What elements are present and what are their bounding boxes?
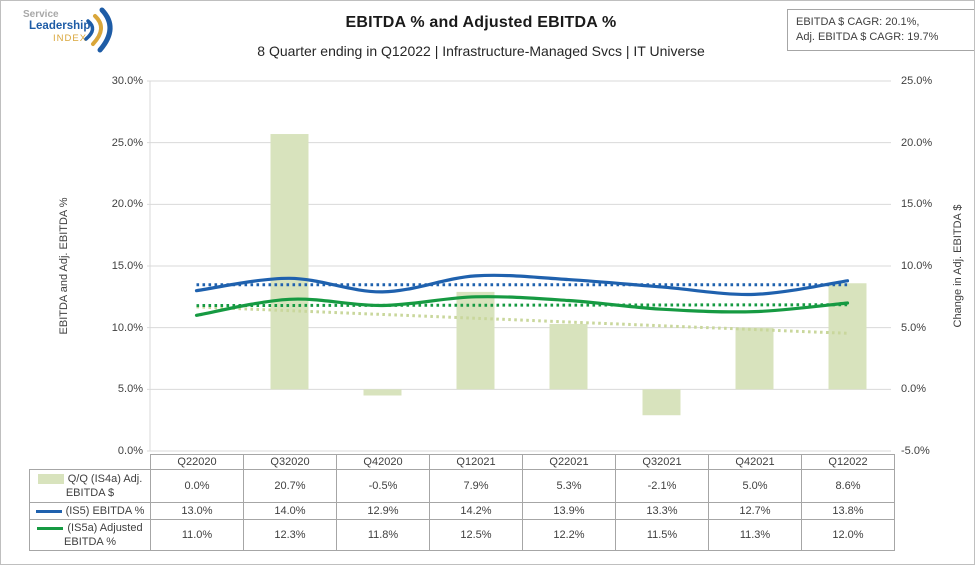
column-header-Q12021: Q12021 bbox=[429, 454, 523, 470]
bar-Q12021 bbox=[456, 291, 495, 390]
left-axis-tick: 25.0% bbox=[111, 136, 143, 149]
quarterly-data-table: Q22020 Q32020 Q42020 Q12021 Q22021 Q32021 Q420… bbox=[29, 454, 895, 551]
series-label: (IS5) EBITDA % bbox=[65, 505, 145, 517]
column-header-Q12022: Q12022 bbox=[801, 454, 895, 470]
column-header-Q42021: Q42021 bbox=[708, 454, 802, 470]
bar-Q42021 bbox=[735, 327, 774, 390]
bar-Q42020 bbox=[363, 389, 402, 396]
trendline-adj-ebitda bbox=[196, 303, 848, 308]
table-row: (IS5a) Adjusted EBITDA % 11.0% 12.3% 11.8% 1… bbox=[29, 519, 895, 551]
table-row: (IS5) EBITDA % 13.0% 14.0% 12.9% 14.2% 13.9% 1… bbox=[29, 502, 895, 520]
column-header-Q32020: Q32020 bbox=[243, 454, 337, 470]
value-cell-Q12022: 13.8% bbox=[801, 502, 895, 520]
line-adj-ebitda-pct bbox=[194, 295, 850, 317]
value-cell-Q22020: 11.0% bbox=[150, 519, 244, 551]
left-axis-tick: 15.0% bbox=[111, 260, 143, 272]
value-cell-Q22020: 0.0% bbox=[150, 469, 244, 503]
table-row: Q/Q (IS4a) Adj. EBITDA $ 0.0% 20.7% -0.5% 7.… bbox=[29, 469, 895, 503]
right-axis-tick: -5.0% bbox=[901, 445, 930, 457]
green-line-legend-swatch-icon bbox=[37, 526, 64, 530]
logo-word-leadership: Leadership bbox=[29, 20, 90, 32]
column-header-Q42020: Q42020 bbox=[336, 454, 430, 470]
value-cell-Q22021: 13.9% bbox=[522, 502, 616, 520]
value-cell-Q22020: 13.0% bbox=[150, 502, 244, 520]
value-cell-Q42021: 12.7% bbox=[708, 502, 802, 520]
page-title: EBITDA % and Adjusted EBITDA % bbox=[345, 14, 617, 31]
right-axis-tick: 15.0% bbox=[901, 198, 933, 211]
cagr-annotation-box: EBITDA $ CAGR: 20.1%, Adj. EBITDA $ CAGR… bbox=[787, 9, 974, 51]
value-cell-Q12021: 12.5% bbox=[429, 519, 523, 551]
right-axis-tick: 20.0% bbox=[901, 136, 933, 149]
legend-cell: Q/Q (IS4a) Adj. EBITDA $ bbox=[29, 469, 151, 503]
column-header-Q22020: Q22020 bbox=[150, 454, 244, 470]
right-axis-tick: 0.0% bbox=[901, 383, 927, 396]
left-axis-tick: 5.0% bbox=[117, 383, 143, 396]
legend-cell: (IS5) EBITDA % bbox=[29, 502, 151, 520]
logo-word-service: Service bbox=[23, 9, 59, 20]
table-corner-cell bbox=[30, 455, 151, 470]
series-label: Q/Q (IS4a) Adj. EBITDA $ bbox=[65, 473, 143, 499]
value-cell-Q32020: 12.3% bbox=[243, 519, 337, 551]
trendline-bar bbox=[196, 305, 848, 335]
right-axis-tick: 25.0% bbox=[901, 75, 933, 87]
column-header-Q22021: Q22021 bbox=[522, 454, 616, 470]
column-header-Q32021: Q32021 bbox=[615, 454, 709, 470]
logo-word-index: INDEX bbox=[53, 33, 87, 44]
line-ebitda-pct bbox=[194, 273, 850, 297]
bar-Q12022 bbox=[828, 283, 867, 390]
value-cell-Q32021: -2.1% bbox=[615, 469, 709, 503]
value-cell-Q32020: 14.0% bbox=[243, 502, 337, 520]
value-cell-Q22021: 5.3% bbox=[522, 469, 616, 503]
value-cell-Q32021: 13.3% bbox=[615, 502, 709, 520]
series-label: (IS5a) Adjusted EBITDA % bbox=[64, 522, 143, 548]
left-axis-tick: 20.0% bbox=[111, 198, 143, 211]
cagr-line-2: Adj. EBITDA $ CAGR: 19.7% bbox=[796, 31, 939, 43]
cagr-line-1: EBITDA $ CAGR: 20.1%, bbox=[796, 16, 920, 28]
left-axis-tick: 30.0% bbox=[111, 75, 143, 87]
value-cell-Q42020: 11.8% bbox=[336, 519, 430, 551]
value-cell-Q42020: -0.5% bbox=[336, 469, 430, 503]
right-axis-tick: 10.0% bbox=[901, 260, 933, 272]
page-subtitle: 8 Quarter ending in Q12022 | Infrastruct… bbox=[257, 43, 705, 59]
value-cell-Q32021: 11.5% bbox=[615, 519, 709, 551]
legend-cell: (IS5a) Adjusted EBITDA % bbox=[29, 519, 151, 551]
right-axis-tick: 5.0% bbox=[901, 321, 927, 334]
value-cell-Q42020: 12.9% bbox=[336, 502, 430, 520]
value-cell-Q12022: 8.6% bbox=[801, 469, 895, 503]
value-cell-Q32020: 20.7% bbox=[243, 469, 337, 503]
logo-swoosh-icon bbox=[84, 7, 113, 53]
value-cell-Q42021: 5.0% bbox=[708, 469, 802, 503]
value-cell-Q22021: 12.2% bbox=[522, 519, 616, 551]
bar-Q32020 bbox=[270, 134, 309, 390]
value-cell-Q12022: 12.0% bbox=[801, 519, 895, 551]
value-cell-Q12021: 14.2% bbox=[429, 502, 523, 520]
blue-line-legend-swatch-icon bbox=[35, 509, 62, 513]
bar-legend-swatch-icon bbox=[37, 474, 64, 485]
left-axis-tick: 10.0% bbox=[111, 321, 143, 334]
value-cell-Q42021: 11.3% bbox=[708, 519, 802, 551]
bar-Q32021 bbox=[642, 389, 681, 416]
service-leadership-index-logo: Service Leadership INDEX bbox=[23, 7, 113, 53]
value-cell-Q12021: 7.9% bbox=[429, 469, 523, 503]
bar-Q22021 bbox=[549, 323, 588, 390]
